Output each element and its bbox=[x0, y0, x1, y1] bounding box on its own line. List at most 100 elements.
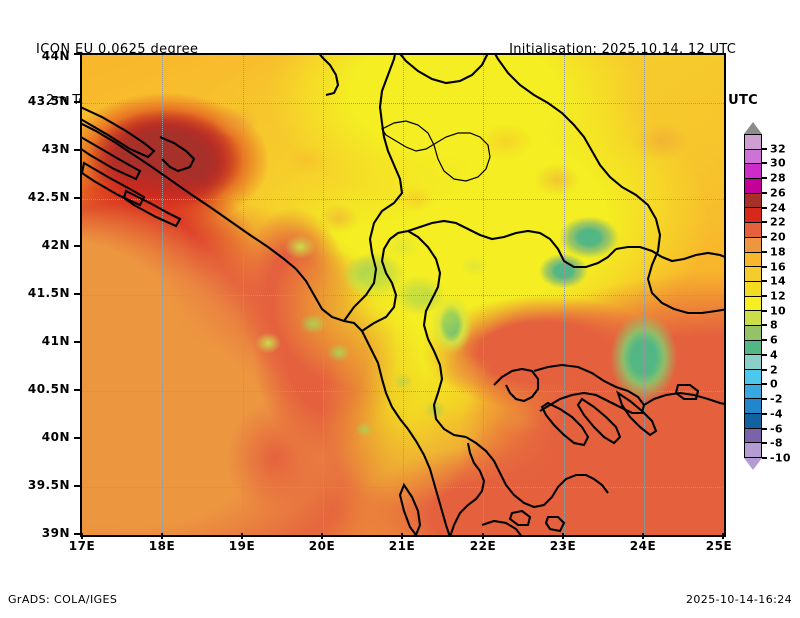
grads-credit-label: GrADS: COLA/IGES bbox=[8, 593, 118, 606]
colorbar-tick-28 bbox=[762, 177, 767, 180]
greek-mainland-south-path bbox=[481, 519, 522, 535]
y-axis-tick bbox=[74, 437, 80, 439]
x-axis-tick bbox=[321, 533, 323, 539]
colorbar-tick-20 bbox=[762, 236, 767, 239]
temperature-field bbox=[82, 55, 724, 535]
x-axis-label-17E: 17E bbox=[68, 539, 96, 553]
y-axis-label-42.5N: 42.5N bbox=[27, 190, 70, 204]
colorbar-cell-2 bbox=[745, 355, 761, 370]
colorbar-tick--4 bbox=[762, 412, 767, 415]
colorbar-cell-28 bbox=[745, 164, 761, 180]
x-axis-label-24E: 24E bbox=[629, 539, 657, 553]
colorbar-label--2: -2 bbox=[770, 392, 783, 406]
bosnia-serbia-border-path bbox=[343, 55, 404, 322]
y-axis-tick bbox=[74, 101, 80, 103]
kassandra-peninsula-path bbox=[540, 401, 590, 447]
x-axis-label-20E: 20E bbox=[308, 539, 336, 553]
colorbar-label-2: 2 bbox=[770, 363, 778, 377]
chalkidiki-coast-path bbox=[533, 363, 646, 415]
colorbar-label-20: 20 bbox=[770, 230, 786, 244]
colorbar-label-24: 24 bbox=[770, 201, 786, 215]
colorbar-tick-14 bbox=[762, 280, 767, 283]
southern-island-a-path bbox=[508, 509, 532, 527]
colorbar-cell-22 bbox=[745, 208, 761, 224]
colorbar-tick--10 bbox=[762, 457, 767, 459]
island-hvar-path bbox=[122, 189, 182, 228]
y-axis-tick bbox=[74, 293, 80, 295]
colorbar-tick-32 bbox=[762, 147, 767, 150]
colorbar-label-10: 10 bbox=[770, 304, 786, 318]
montenegro-albania-border-path bbox=[361, 229, 409, 332]
colorbar-cell--8 bbox=[745, 428, 761, 444]
colorbar-tick-2 bbox=[762, 368, 767, 371]
y-axis-tick bbox=[74, 245, 80, 247]
colorbar-label-12: 12 bbox=[770, 289, 786, 303]
colorbar-under-arrow-icon bbox=[744, 458, 762, 470]
colorbar-label-16: 16 bbox=[770, 260, 786, 274]
x-axis-label-25E: 25E bbox=[705, 539, 733, 553]
x-axis-tick bbox=[241, 533, 243, 539]
colorbar-tick-18 bbox=[762, 250, 767, 253]
colorbar-tick-4 bbox=[762, 353, 767, 356]
limnos-island-path bbox=[674, 383, 700, 401]
colorbar-tick-8 bbox=[762, 324, 767, 327]
colorbar-cell-8 bbox=[745, 311, 761, 326]
colorbar-label-18: 18 bbox=[770, 245, 786, 259]
colorbar-label--4: -4 bbox=[770, 407, 783, 421]
colorbar-tick-30 bbox=[762, 162, 767, 165]
colorbar-label--10: -10 bbox=[770, 451, 791, 465]
thrace-coast-path bbox=[643, 391, 724, 406]
y-axis-label-43.5N: 43.5N bbox=[27, 94, 70, 108]
colorbar-label-28: 28 bbox=[770, 171, 786, 185]
colorbar-label-32: 32 bbox=[770, 142, 786, 156]
x-axis-tick bbox=[81, 533, 83, 539]
albania-macedonia-border-path bbox=[407, 230, 467, 439]
y-axis-label-44N: 44N bbox=[41, 49, 70, 63]
colorbar[interactable]: 32 30 28 26 24 22 20 18 16 14 12 10 8 6 4 2 0 -2 -4 -6 -8 -10 bbox=[744, 122, 796, 470]
y-axis-label-41N: 41N bbox=[41, 334, 70, 348]
colorbar-cell-10 bbox=[745, 296, 761, 312]
y-axis-label-40N: 40N bbox=[41, 430, 70, 444]
colorbar-tick-22 bbox=[762, 221, 767, 224]
y-axis-label-43N: 43N bbox=[41, 142, 70, 156]
northern-border-path bbox=[399, 55, 489, 85]
colorbar-label-26: 26 bbox=[770, 186, 786, 200]
colorbar-label--6: -6 bbox=[770, 422, 783, 436]
y-axis-tick bbox=[74, 149, 80, 151]
x-axis-label-21E: 21E bbox=[388, 539, 416, 553]
y-axis-label-39.5N: 39.5N bbox=[27, 478, 70, 492]
y-axis-label-42N: 42N bbox=[41, 238, 70, 252]
colorbar-tick-16 bbox=[762, 265, 767, 268]
y-axis-tick bbox=[74, 389, 80, 391]
x-axis-tick bbox=[642, 533, 644, 539]
serbia-east-border-path bbox=[494, 55, 724, 315]
vojvodina-border-path bbox=[319, 55, 340, 97]
colorbar-cell-6 bbox=[745, 325, 761, 341]
colorbar-cell-4 bbox=[745, 340, 761, 356]
colorbar-cell--6 bbox=[745, 414, 761, 429]
colorbar-cell-0 bbox=[745, 370, 761, 385]
x-axis-label-22E: 22E bbox=[469, 539, 497, 553]
colorbar-tick-24 bbox=[762, 206, 767, 209]
colorbar-over-arrow-icon bbox=[744, 122, 762, 134]
y-axis-tick bbox=[74, 533, 80, 535]
map-plot-area[interactable] bbox=[80, 53, 726, 537]
colorbar-cell-14 bbox=[745, 267, 761, 282]
greece-bulgaria-border-path bbox=[615, 245, 724, 263]
colorbar-tick-6 bbox=[762, 339, 767, 342]
thermaic-gulf-path bbox=[493, 367, 540, 403]
colorbar-strip bbox=[744, 134, 762, 458]
colorbar-tick--8 bbox=[762, 442, 767, 445]
dalmatian-coast-path bbox=[82, 122, 451, 535]
aegean-coast-path bbox=[465, 436, 609, 509]
ionian-coast-path bbox=[449, 442, 486, 535]
generation-timestamp-label: 2025-10-14-16:24 bbox=[686, 593, 792, 606]
y-axis-label-40.5N: 40.5N bbox=[27, 382, 70, 396]
southern-island-b-path bbox=[544, 515, 566, 533]
colorbar-label-30: 30 bbox=[770, 156, 786, 170]
colorbar-cell-12 bbox=[745, 281, 761, 297]
colorbar-cell--4 bbox=[745, 399, 761, 415]
y-axis-tick bbox=[74, 341, 80, 343]
colorbar-label-6: 6 bbox=[770, 333, 778, 347]
y-axis-tick bbox=[74, 53, 80, 55]
